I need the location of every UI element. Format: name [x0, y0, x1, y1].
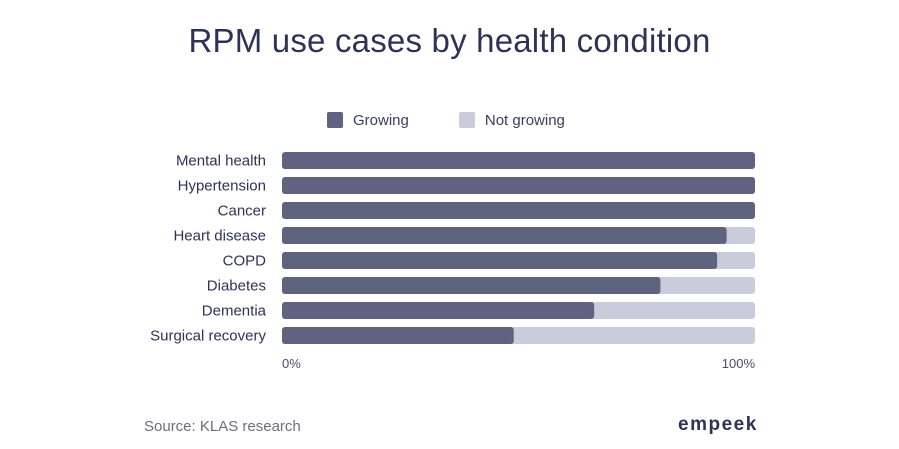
- x-tick-label-0: 0%: [282, 356, 301, 371]
- category-label-copd: COPD: [223, 253, 267, 270]
- bar-growing-copd: [282, 252, 718, 269]
- chart-title: RPM use cases by health condition: [188, 22, 711, 59]
- bar-growing-hypertension: [282, 177, 755, 194]
- legend: Growing Not growing: [327, 110, 565, 130]
- legend-label-not-growing: Not growing: [484, 111, 565, 129]
- bar-growing-dementia: [282, 302, 595, 319]
- category-label-surgical-recovery: Surgical recovery: [150, 328, 266, 345]
- category-label-dementia: Dementia: [202, 303, 267, 320]
- x-tick-label-100: 100%: [722, 356, 756, 371]
- category-label-mental-health: Mental health: [176, 153, 266, 170]
- bar-growing-cancer: [282, 202, 755, 219]
- bar-growing-mental-health: [282, 152, 755, 169]
- legend-item-growing: Growing: [327, 112, 409, 129]
- legend-swatch-not-growing: [458, 112, 475, 128]
- source-note: Source: KLAS research: [144, 418, 301, 435]
- legend-swatch-growing: [327, 112, 343, 128]
- category-label-heart-disease: Heart disease: [173, 228, 266, 245]
- bar-growing-diabetes: [282, 277, 661, 294]
- bar-growing-heart-disease: [282, 227, 727, 244]
- brand-logo: empeek: [678, 414, 758, 435]
- category-label-diabetes: Diabetes: [207, 278, 266, 295]
- category-label-hypertension: Hypertension: [178, 178, 266, 195]
- category-label-cancer: Cancer: [218, 203, 266, 220]
- legend-item-not-growing: Not growing: [458, 111, 565, 129]
- legend-label-growing: Growing: [353, 111, 409, 129]
- bar-growing-surgical-recovery: [282, 327, 514, 344]
